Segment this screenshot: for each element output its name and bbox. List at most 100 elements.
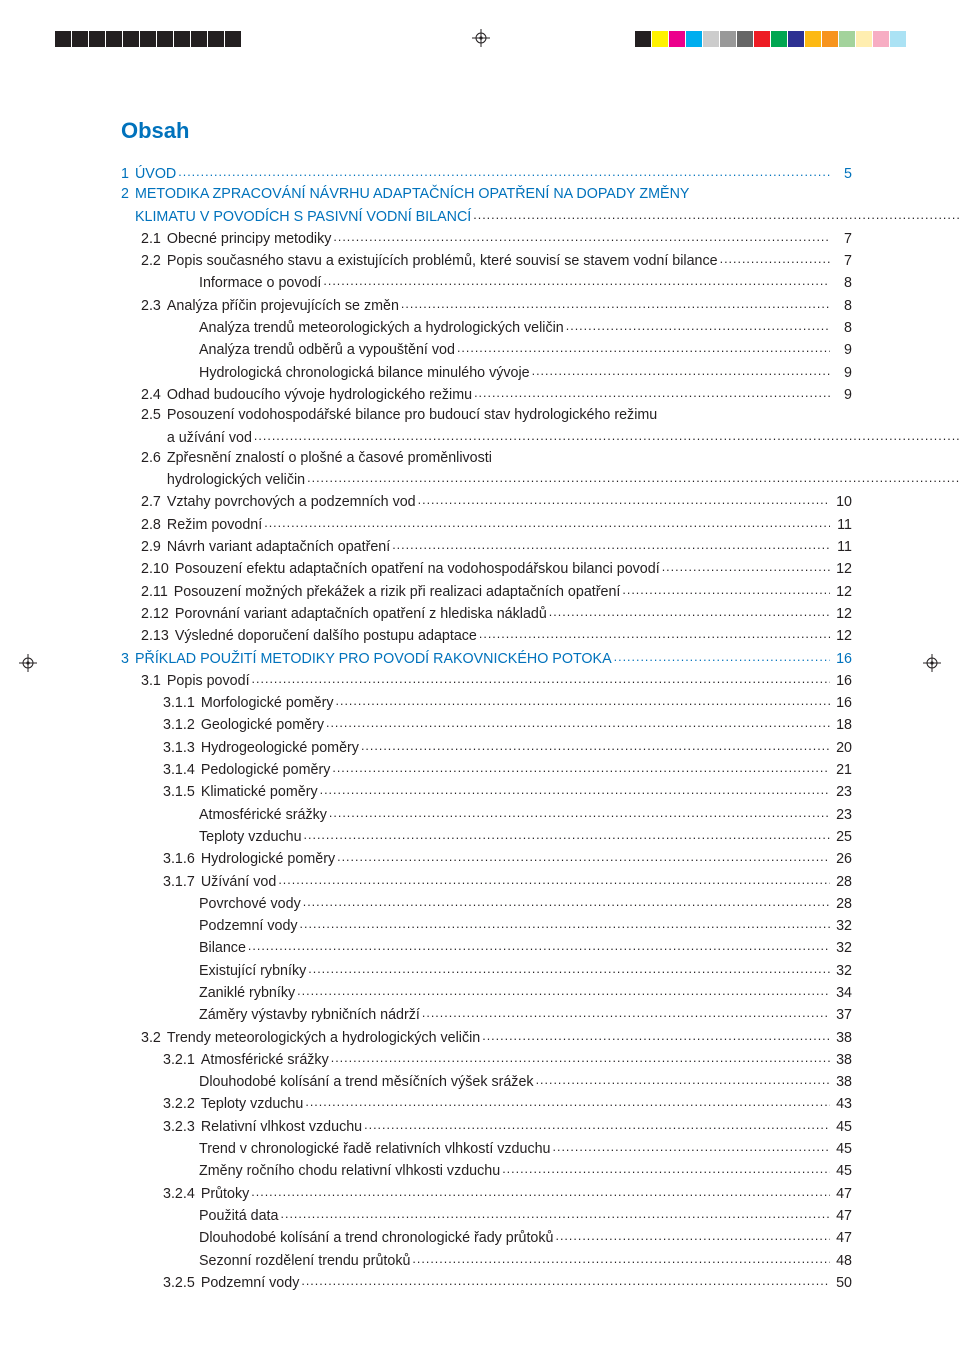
toc-entry: Změny ročního chodu relativní vlhkosti v… — [121, 1159, 852, 1181]
toc-leader-dots — [418, 490, 830, 510]
toc-leader-dots — [320, 780, 830, 800]
toc-entry-label: Analýza trendů odběrů a vypouštění vod — [199, 340, 455, 360]
toc-entry: 1ÚVOD5 — [121, 162, 852, 184]
toc-entry: 2.9Návrh variant adaptačních opatření11 — [121, 535, 852, 557]
toc-entry-label: Podzemní vody — [195, 1273, 300, 1293]
toc-leader-dots — [336, 691, 830, 711]
toc-leader-dots — [304, 825, 830, 845]
toc-leader-dots — [473, 205, 960, 225]
toc-entry-label: Vztahy povrchových a podzemních vod — [161, 492, 416, 512]
toc-leader-dots — [331, 1048, 830, 1068]
toc-entry-label: Existující rybníky — [199, 961, 306, 981]
toc-leader-dots — [555, 1226, 830, 1246]
toc-entry-page: 25 — [832, 827, 852, 847]
toc-entry: Dlouhodobé kolísání a trend chronologick… — [121, 1226, 852, 1248]
toc-entry: 2.8Režim povodní11 — [121, 513, 852, 535]
toc-entry: Trend v chronologické řadě relativních v… — [121, 1137, 852, 1159]
registration-target-right-icon — [923, 654, 941, 672]
toc-entry-label: Hydrologické poměry — [195, 849, 335, 869]
toc-entry-page: 32 — [832, 938, 852, 958]
toc-entry: 3.1.5Klimatické poměry23 — [121, 780, 852, 802]
toc-entry: 3.2.1Atmosférické srážky38 — [121, 1048, 852, 1070]
toc-entry-page: 50 — [832, 1273, 852, 1293]
toc-entry: 3.1.6Hydrologické poměry26 — [121, 847, 852, 869]
toc-entry-page: 26 — [832, 849, 852, 869]
toc-leader-dots — [305, 1092, 830, 1112]
toc-entry: 2.6Zpřesnění znalostí o plošné a časové … — [121, 448, 852, 491]
toc-entry: Hydrologická chronologická bilance minul… — [121, 361, 852, 383]
toc-entry-label: Užívání vod — [195, 872, 277, 892]
toc-leader-dots — [252, 669, 830, 689]
toc-entry-label: Posouzení efektu adaptačních opatření na… — [169, 559, 660, 579]
toc-entry-page: 12 — [832, 604, 852, 624]
toc-entry-label: Podzemní vody — [199, 916, 298, 936]
toc-leader-dots — [251, 1182, 830, 1202]
toc-leader-dots — [482, 1026, 830, 1046]
toc-leader-dots — [536, 1070, 830, 1090]
toc-entry: Podzemní vody32 — [121, 914, 852, 936]
toc-entry-label: Analýza trendů meteorologických a hydrol… — [199, 318, 564, 338]
toc-entry-label: Změny ročního chodu relativní vlhkosti v… — [199, 1161, 500, 1181]
toc-entry: 2.7Vztahy povrchových a podzemních vod10 — [121, 490, 852, 512]
toc-entry-label: PŘÍKLAD POUŽITÍ METODIKY PRO POVODÍ RAKO… — [129, 649, 612, 669]
toc-entry-label: Hydrologická chronologická bilance minul… — [199, 363, 530, 383]
toc-entry-number: 3.1.1 — [163, 693, 195, 713]
toc-leader-dots — [300, 914, 830, 934]
toc-entry-label: Zpřesnění znalostí o plošné a časové pro… — [167, 448, 960, 468]
toc-entry: Analýza trendů odběrů a vypouštění vod9 — [121, 338, 852, 360]
toc-entry-page: 12 — [832, 559, 852, 579]
toc-entry-label: Obecné principy metodiky — [161, 229, 332, 249]
toc-entry-label: ÚVOD — [129, 164, 176, 184]
toc-entry-label: Geologické poměry — [195, 715, 324, 735]
toc-entry-page: 45 — [832, 1161, 852, 1181]
toc-entry-page: 7 — [832, 229, 852, 249]
toc-entry: Informace o povodí8 — [121, 271, 852, 293]
toc-entry-page: 5 — [832, 164, 852, 184]
toc-entry-label: Bilance — [199, 938, 246, 958]
toc-leader-dots — [422, 1003, 830, 1023]
toc-entry-label: Teploty vzduchu — [199, 827, 302, 847]
toc-entry-number: 3.1.7 — [163, 872, 195, 892]
toc-entry-page: 8 — [832, 296, 852, 316]
toc-leader-dots — [301, 1271, 830, 1291]
toc-entry-number: 3.2.2 — [163, 1094, 195, 1114]
toc-leader-dots — [326, 713, 830, 733]
toc-leader-dots — [502, 1159, 830, 1179]
toc-entry-number: 3.2.5 — [163, 1273, 195, 1293]
toc-leader-dots — [297, 981, 830, 1001]
toc-entry-number: 3.2 — [141, 1028, 161, 1048]
toc-entry: Analýza trendů meteorologických a hydrol… — [121, 316, 852, 338]
toc-entry-page: 32 — [832, 961, 852, 981]
toc-entry: 2METODIKA ZPRACOVÁNÍ NÁVRHU ADAPTAČNÍCH … — [121, 184, 852, 227]
toc-entry-number: 3.2.3 — [163, 1117, 195, 1137]
toc-entry-number: 2.1 — [141, 229, 161, 249]
toc-entry-number: 2.2 — [141, 251, 161, 271]
toc-entry-number: 2.8 — [141, 515, 161, 535]
toc-entry-page: 38 — [832, 1072, 852, 1092]
toc-entry-page: 45 — [832, 1117, 852, 1137]
toc-entry-number: 2 — [121, 184, 129, 227]
toc-entry: 3.1.4Pedologické poměry21 — [121, 758, 852, 780]
toc-entry-label: Teploty vzduchu — [195, 1094, 304, 1114]
toc-entry-label: Trendy meteorologických a hydrologických… — [161, 1028, 480, 1048]
toc-leader-dots — [337, 847, 830, 867]
toc-entry: Dlouhodobé kolísání a trend měsíčních vý… — [121, 1070, 852, 1092]
toc-entry-label: Odhad budoucího vývoje hydrologického re… — [161, 385, 472, 405]
toc-entry: 3.1Popis povodí16 — [121, 669, 852, 691]
toc-entry-label: Průtoky — [195, 1184, 249, 1204]
toc-entry-page: 38 — [832, 1028, 852, 1048]
toc-entry-number: 2.9 — [141, 537, 161, 557]
toc-entry: Záměry výstavby rybničních nádrží37 — [121, 1003, 852, 1025]
toc-entry-page: 9 — [832, 385, 852, 405]
toc-leader-dots — [532, 361, 830, 381]
toc-entry: Sezonní rozdělení trendu průtoků48 — [121, 1249, 852, 1271]
toc-entry-label: Analýza příčin projevujících se změn — [161, 296, 399, 316]
toc-entry-label: Porovnání variant adaptačních opatření z… — [169, 604, 547, 624]
toc-entry-page: 34 — [832, 983, 852, 1003]
toc-entry-label: Posouzení vodohospodářské bilance pro bu… — [167, 405, 960, 425]
toc-entry-label: Relativní vlhkost vzduchu — [195, 1117, 362, 1137]
toc-entry-label: Zaniklé rybníky — [199, 983, 295, 1003]
toc-entry-page: 16 — [832, 649, 852, 669]
toc-entry-page: 12 — [832, 582, 852, 602]
toc-leader-dots — [281, 1204, 831, 1224]
